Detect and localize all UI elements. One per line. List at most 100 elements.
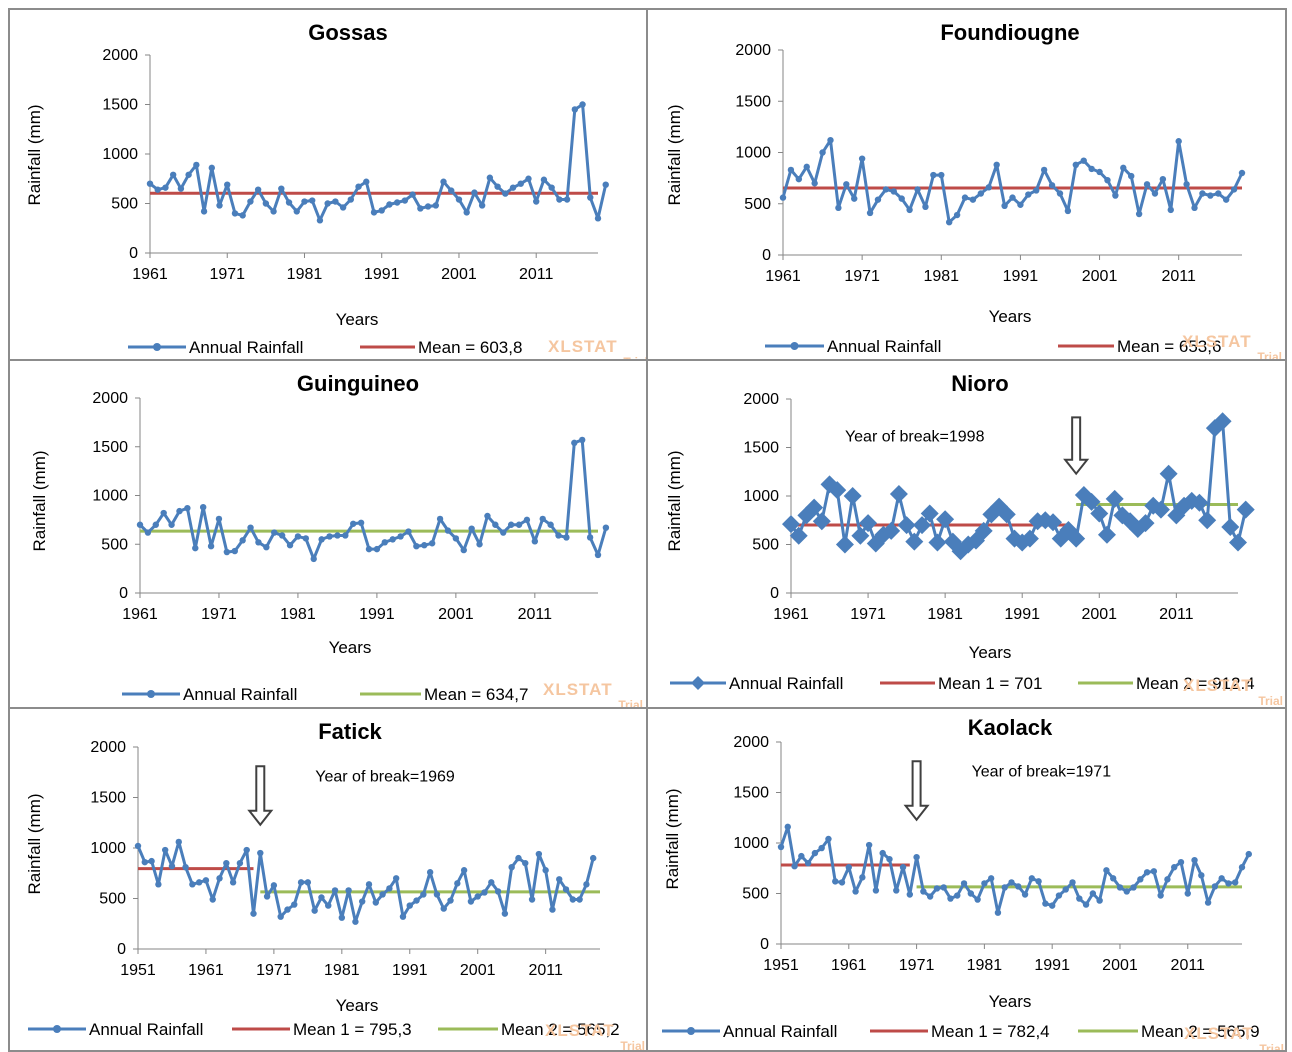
data-point (960, 880, 968, 887)
watermark-brand: XLSTAT (548, 337, 618, 356)
break-annotation: Year of break=1998 (845, 429, 985, 446)
data-point (825, 835, 832, 843)
data-point (787, 166, 795, 174)
x-tick-label: 2011 (1159, 606, 1194, 623)
x-tick-label: 1981 (287, 266, 323, 283)
data-point (195, 879, 203, 886)
data-point (985, 184, 992, 191)
data-point (278, 532, 286, 539)
data-point (569, 896, 577, 903)
data-point (805, 498, 824, 517)
x-tick-label: 1961 (831, 957, 867, 974)
data-point (331, 887, 339, 894)
watermark-sub: Trial (1258, 694, 1283, 708)
data-point (1175, 496, 1194, 515)
data-point (326, 533, 333, 540)
data-point (1067, 529, 1086, 548)
data-point (175, 838, 182, 846)
x-tick-label: 2011 (528, 962, 563, 979)
data-point (455, 196, 463, 203)
data-point (277, 913, 284, 920)
data-point (1017, 201, 1024, 208)
legend-item: Mean 1 = 701 (880, 674, 1042, 693)
data-point (1215, 190, 1222, 197)
data-point (231, 547, 238, 555)
x-tick-label: 2001 (1082, 268, 1118, 285)
data-point (1064, 207, 1072, 215)
data-point (951, 542, 970, 561)
data-point (424, 203, 432, 210)
data-point (936, 510, 955, 529)
watermark-sub: Trial (623, 355, 648, 361)
y-tick-label: 2000 (733, 734, 769, 751)
x-tick-label: 1981 (967, 957, 1003, 974)
data-point (177, 185, 185, 192)
data-point (357, 519, 365, 526)
data-point (501, 910, 509, 917)
data-point (791, 863, 798, 870)
legend-label: Annual Rainfall (723, 1022, 837, 1041)
legend-marker (790, 342, 799, 350)
data-point (1042, 900, 1049, 907)
data-point (169, 171, 177, 178)
data-point (782, 515, 800, 534)
data-point (1222, 196, 1230, 203)
data-point (255, 539, 262, 546)
data-point (161, 846, 169, 854)
data-point (1072, 161, 1080, 168)
data-point (562, 886, 570, 893)
y-axis-label: Rainfall (mm) (30, 450, 49, 551)
chart-title: Guinguineo (297, 371, 419, 396)
data-point (239, 212, 246, 219)
data-point (304, 879, 312, 886)
chart-kaolack: Kaolack Rainfall (mm) Years 0 500 1000 1500 200… (662, 715, 1284, 1050)
data-point (1097, 525, 1116, 544)
data-point (207, 543, 215, 550)
data-point (467, 898, 475, 905)
data-point (779, 194, 787, 201)
legend-item: Annual Rainfall (765, 337, 941, 356)
data-point (352, 918, 359, 925)
legend-item: Mean 2 = 912.4 (1078, 674, 1255, 693)
y-tick-label: 0 (129, 245, 138, 262)
y-axis-label: Rainfall (mm) (25, 793, 44, 894)
data-point (1051, 529, 1070, 548)
data-point (155, 881, 162, 888)
data-point (587, 194, 594, 201)
legend-item: Mean = 634,7 (360, 685, 528, 704)
legend-label: Annual Rainfall (89, 1020, 203, 1039)
data-point (859, 874, 866, 881)
data-point (933, 885, 941, 892)
data-point (528, 896, 536, 903)
data-point (1109, 875, 1117, 882)
data-point (1184, 890, 1191, 897)
data-point (851, 195, 858, 202)
legend-marker (147, 690, 155, 698)
data-point (571, 439, 578, 447)
data-point (231, 210, 239, 217)
data-point (134, 842, 142, 850)
data-point (471, 189, 478, 196)
break-annotation: Year of break=1971 (972, 763, 1112, 780)
legend-label: Mean = 603,8 (418, 338, 522, 357)
data-point (859, 514, 878, 533)
data-point (1104, 176, 1111, 184)
data-point (549, 906, 556, 913)
legend-label: Mean 2 = 565,2 (501, 1020, 620, 1039)
data-point (239, 537, 246, 544)
data-point (420, 891, 427, 898)
data-point (523, 516, 531, 524)
data-point (484, 512, 491, 520)
data-point (202, 877, 210, 884)
y-tick-label: 2000 (735, 42, 771, 59)
data-point (1096, 897, 1103, 904)
data-point (285, 199, 293, 206)
data-point (372, 899, 379, 906)
data-point (1001, 202, 1008, 209)
break-arrow-shape (1063, 416, 1090, 476)
data-point (882, 521, 901, 540)
x-tick-label: 2001 (441, 266, 477, 283)
data-point (152, 521, 159, 528)
data-point (1069, 879, 1076, 886)
data-point (1056, 190, 1064, 197)
